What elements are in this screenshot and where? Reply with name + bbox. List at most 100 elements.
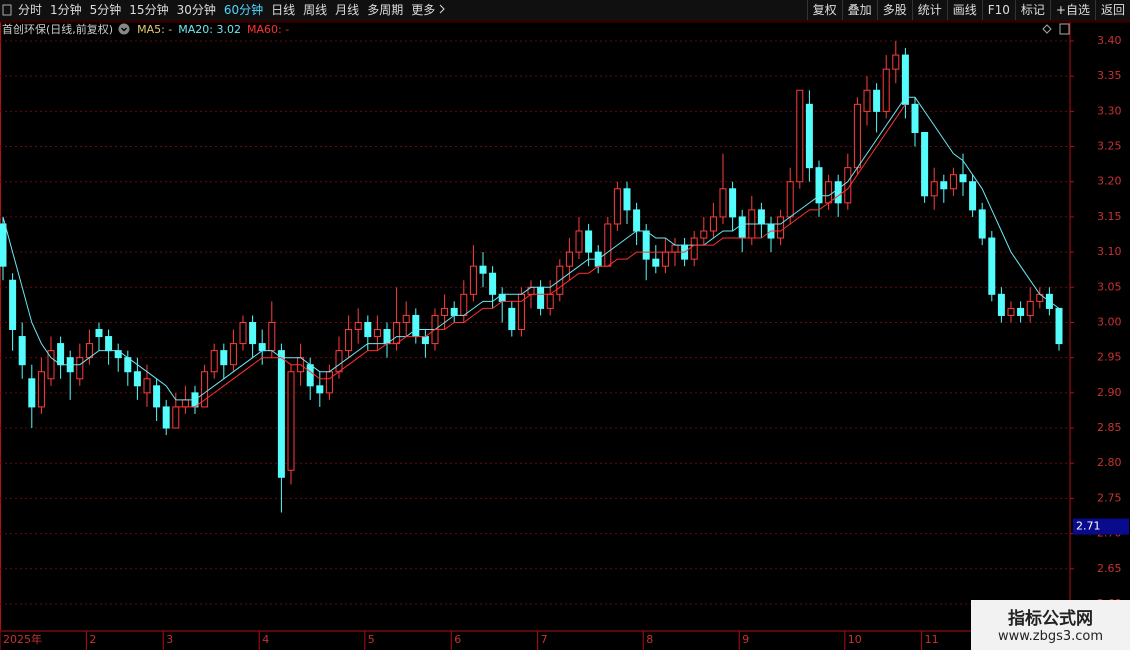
candle-body [585, 230, 593, 253]
candle-body [345, 329, 353, 352]
chart-header: 首创环保(日线,前复权) MA5: - MA20: 3.02 MA60: - [2, 21, 289, 37]
panel-icon [1059, 23, 1070, 35]
y-tick-label: 3.30 [1097, 104, 1122, 117]
candle-body [316, 385, 324, 394]
y-tick-label: 3.40 [1097, 34, 1122, 47]
candle-body [642, 230, 650, 260]
y-tick-label: 3.20 [1097, 175, 1122, 188]
candle-body [76, 357, 84, 380]
candle-body [652, 258, 660, 267]
candle-body [921, 131, 929, 197]
candle-body [489, 272, 497, 295]
candle-body [421, 336, 429, 345]
ma-line [2, 96, 1060, 401]
ma-line [175, 104, 906, 408]
y-tick-label: 3.10 [1097, 245, 1122, 258]
period-tab[interactable]: 日线 [271, 3, 296, 17]
period-tab[interactable]: 15分钟 [129, 3, 169, 17]
candle-body [460, 293, 468, 316]
candle-body [613, 188, 621, 225]
candle-body [690, 237, 698, 260]
x-tick-label: 2025年 [3, 632, 42, 646]
x-tick-label: 11 [925, 633, 939, 646]
legend-entry: MA5: - [137, 22, 173, 36]
x-tick-label: 6 [454, 633, 461, 646]
candle-body [335, 350, 343, 373]
candle-body [911, 103, 919, 133]
tool-button[interactable]: F10 [981, 0, 1015, 20]
candle-body [181, 399, 189, 408]
diamond-icon [1042, 24, 1052, 34]
candle-body [825, 181, 833, 204]
candle-body [719, 188, 727, 218]
candle-body [325, 371, 333, 394]
candle-body [633, 209, 641, 232]
candle-body [402, 314, 410, 323]
candle-body [815, 167, 823, 204]
tool-button[interactable]: 返回 [1094, 0, 1130, 20]
chevron [439, 4, 445, 14]
candle-body [105, 336, 113, 352]
candle-body [364, 321, 372, 338]
tool-button[interactable]: +自选 [1049, 0, 1095, 20]
candle-body [469, 265, 477, 295]
candle-body [153, 385, 161, 408]
tool-button[interactable]: 统计 [911, 0, 947, 20]
cursor-price-box [1073, 518, 1129, 535]
candle-body [172, 406, 180, 429]
period-tab[interactable]: 周线 [303, 3, 328, 17]
tool-button[interactable]: 复权 [806, 0, 842, 20]
chart-title: 首创环保(日线,前复权) [2, 23, 114, 36]
y-tick-label: 2.75 [1097, 491, 1122, 504]
candle-body [959, 174, 967, 183]
candle-body [863, 89, 871, 112]
candle-body [796, 89, 804, 183]
candle-body [508, 307, 516, 331]
candle-body [997, 293, 1005, 316]
candle-body [834, 181, 842, 204]
candle-body [575, 230, 583, 253]
candle-body [450, 307, 458, 316]
period-tab[interactable]: 5分钟 [89, 3, 122, 17]
y-tick-label: 3.35 [1097, 69, 1122, 82]
period-tab[interactable]: 30分钟 [176, 3, 216, 17]
candle-body [738, 216, 746, 239]
y-tick-label: 2.90 [1097, 386, 1122, 399]
period-tab[interactable]: 更多 [407, 0, 450, 20]
menu-icon[interactable] [0, 0, 14, 20]
candle-body [882, 68, 890, 112]
period-tab[interactable]: 分时 [18, 3, 43, 17]
candle-body [9, 279, 17, 331]
candle-body [239, 321, 247, 345]
y-tick-label: 2.95 [1097, 351, 1122, 364]
candle-body [268, 321, 276, 352]
candle-body [57, 343, 65, 366]
candle-body [95, 329, 103, 338]
candle-body [258, 343, 266, 352]
candle-body [162, 406, 170, 429]
tool-button[interactable]: 标记 [1014, 0, 1050, 20]
candle-body [930, 181, 938, 197]
tool-button[interactable]: 多股 [876, 0, 912, 20]
period-tab[interactable]: 月线 [335, 3, 360, 17]
tool-button[interactable]: 画线 [946, 0, 982, 20]
x-tick-label: 8 [646, 633, 653, 646]
candle-body [671, 244, 679, 253]
candle-body [777, 216, 785, 239]
candle-body [709, 216, 717, 232]
period-tab[interactable]: 1分钟 [50, 3, 82, 17]
candle-body [249, 321, 257, 345]
y-tick-label: 3.05 [1097, 280, 1122, 293]
period-tab[interactable]: 60分钟 [223, 3, 264, 17]
candle-body [133, 371, 141, 387]
tool-button[interactable]: 叠加 [841, 0, 877, 20]
period-tabs: 分时 1分钟 5分钟 15分钟 30分钟 60分钟 日线 周线 月线 多周期 更多 [0, 0, 450, 20]
candle-body [873, 89, 881, 112]
candle-body [700, 230, 708, 239]
period-tab[interactable]: 多周期 [367, 3, 404, 17]
candle-body [853, 103, 861, 169]
candle-body [949, 174, 957, 190]
legend-toggle[interactable] [117, 22, 131, 36]
legend-entry: MA60: - [247, 22, 290, 36]
x-tick-label: 5 [368, 633, 375, 646]
